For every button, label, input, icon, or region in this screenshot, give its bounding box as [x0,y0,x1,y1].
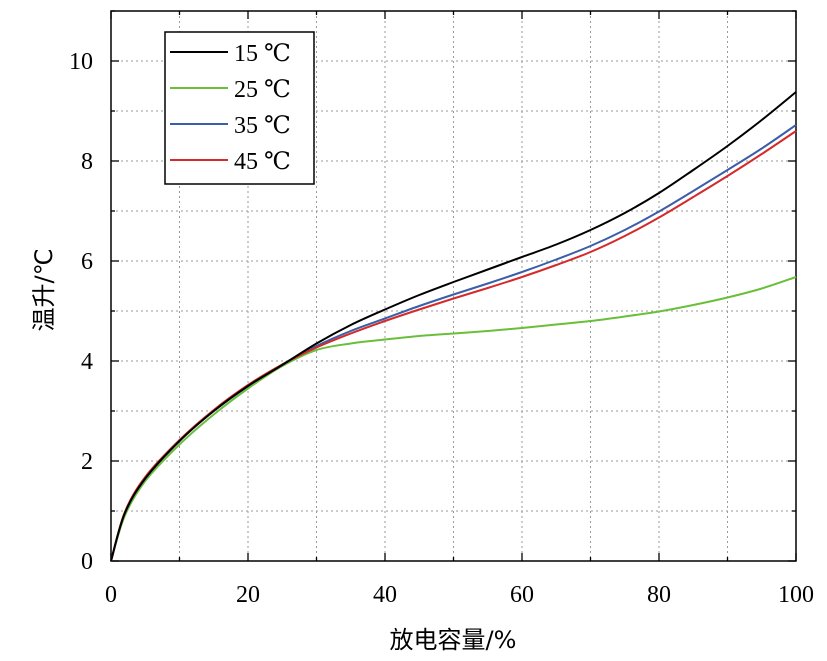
legend: 15 ℃ 25 ℃ 35 ℃ 45 ℃ [164,31,315,185]
series-line-2 [110,276,797,562]
x-tick-label: 40 [373,582,397,608]
axis-ticks [110,10,797,562]
tick-labels: 0 20 40 60 80 100 0 2 4 6 8 10 [69,49,814,608]
x-tick-label: 0 [105,582,117,608]
y-axis-title: 温升/℃ [30,248,58,331]
legend-box [164,31,315,185]
y-tick-label: 0 [81,549,93,575]
x-tick-label: 20 [236,582,260,608]
x-tick-label: 60 [510,582,534,608]
x-tick-label: 100 [778,582,814,608]
legend-label-4: 45 ℃ [234,149,291,175]
x-tick-label: 80 [647,582,671,608]
y-tick-label: 10 [69,49,93,75]
legend-entries: 15 ℃ 25 ℃ 35 ℃ 45 ℃ [170,41,291,175]
y-tick-label: 6 [81,249,93,275]
series-lines [110,91,797,562]
legend-label-1: 15 ℃ [234,41,291,67]
legend-label-2: 25 ℃ [234,77,291,103]
x-axis-title: 放电容量/% [390,626,517,654]
y-tick-label: 8 [81,149,93,175]
y-tick-label: 2 [81,449,93,475]
grid [111,11,796,561]
legend-label-3: 35 ℃ [234,113,291,139]
y-tick-label: 4 [81,349,93,375]
series-line-1 [110,91,797,562]
